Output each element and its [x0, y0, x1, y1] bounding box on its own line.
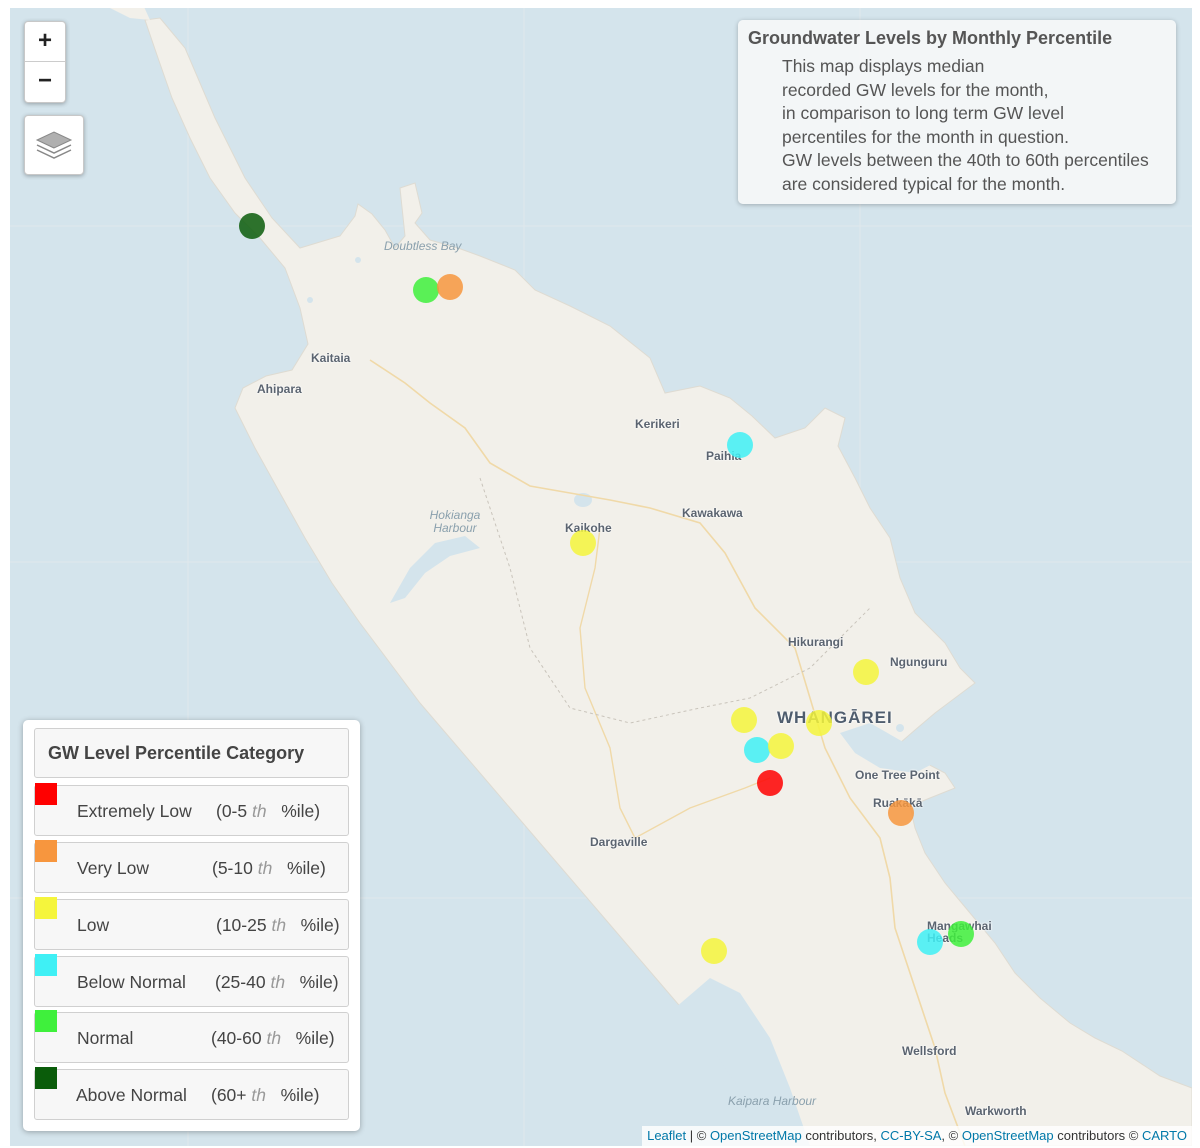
road-sh12: [579, 527, 636, 839]
legend-label: Below Normal: [77, 972, 186, 992]
osm-link[interactable]: OpenStreetMap: [709, 1128, 802, 1143]
legend-item: Above Normal (60+ th %ile): [34, 1067, 349, 1120]
legend-swatch: [35, 954, 57, 976]
water-label: Doubtless Bay: [384, 239, 462, 253]
info-line: are considered typical for the month.: [782, 173, 1066, 194]
site-marker[interactable]: [768, 733, 794, 759]
info-line: recorded GW levels for the month,: [782, 79, 1049, 100]
legend-swatch: [35, 897, 57, 919]
place-label: Warkworth: [965, 1104, 1027, 1118]
attribution-text: | ©: [686, 1128, 710, 1143]
legend-range: (10-25 th %ile): [216, 915, 340, 935]
attribution-text: contributors,: [801, 1128, 881, 1143]
site-marker[interactable]: [239, 213, 265, 239]
legend-item: Normal (40-60 th %ile): [34, 1010, 349, 1063]
legend-label: Extremely Low: [77, 801, 192, 821]
zoom-out-button[interactable]: −: [37, 67, 52, 94]
road-sh1: [369, 359, 966, 1146]
attribution-text: , ©: [941, 1128, 962, 1143]
leaflet-link[interactable]: Leaflet: [647, 1128, 687, 1143]
legend-range: (40-60 th %ile): [211, 1028, 335, 1048]
legend: GW Level Percentile Category Extremely L…: [23, 720, 360, 1131]
site-marker[interactable]: [701, 938, 727, 964]
place-label: One Tree Point: [855, 768, 940, 782]
land-northland: [144, 17, 1192, 1146]
legend-label: Above Normal: [76, 1085, 187, 1105]
info-line: percentiles for the month in question.: [782, 126, 1069, 147]
zoom-in-button[interactable]: +: [25, 22, 65, 62]
whangarei-harbour: [840, 723, 940, 773]
place-label: Ahipara: [257, 382, 302, 396]
legend-range: (60+ th %ile): [211, 1085, 320, 1105]
site-marker[interactable]: [731, 707, 757, 733]
place-label: Kawakawa: [682, 506, 743, 520]
place-label: Dargaville: [590, 835, 648, 849]
site-marker[interactable]: [757, 770, 783, 796]
kaipara-harbour: [675, 978, 810, 1146]
legend-item: Low (10-25 th %ile): [34, 897, 349, 950]
legend-swatch: [35, 1010, 57, 1032]
zoom-control: + −: [24, 21, 66, 103]
place-label: Hikurangi: [788, 635, 844, 649]
place-label: Ngunguru: [890, 655, 948, 669]
legend-title: GW Level Percentile Category: [34, 728, 349, 778]
attribution-text: contributors ©: [1053, 1128, 1142, 1143]
place-label: Kaitaia: [311, 351, 351, 365]
hokianga-harbour: [390, 536, 480, 603]
attribution: Leaflet | © OpenStreetMap contributors, …: [642, 1126, 1192, 1146]
site-marker[interactable]: [437, 274, 463, 300]
site-marker[interactable]: [888, 800, 914, 826]
water-label: Kaipara Harbour: [728, 1094, 817, 1108]
info-line: GW levels between the 40th to 60th perce…: [782, 150, 1149, 171]
legend-label: Normal: [77, 1028, 134, 1048]
legend-item: Extremely Low (0-5 th %ile): [34, 783, 349, 836]
place-label: Wellsford: [902, 1044, 957, 1058]
legend-label: Very Low: [77, 858, 149, 878]
legend-item: Very Low (5-10 th %ile): [34, 840, 349, 893]
site-marker[interactable]: [727, 432, 753, 458]
layers-button[interactable]: [24, 115, 84, 175]
district-boundary: [479, 477, 871, 724]
site-marker[interactable]: [413, 277, 439, 303]
site-marker[interactable]: [744, 737, 770, 763]
legend-swatch: [35, 783, 57, 805]
water-label: Hokianga Harbour: [429, 508, 481, 535]
license-link[interactable]: CC-BY-SA: [880, 1128, 942, 1143]
legend-swatch: [35, 1067, 57, 1089]
osm-link[interactable]: OpenStreetMap: [961, 1128, 1054, 1143]
info-line: in comparison to long term GW level: [782, 103, 1065, 124]
legend-swatch: [35, 840, 57, 862]
info-panel: Groundwater Levels by Monthly Percentile…: [738, 20, 1176, 204]
site-marker[interactable]: [570, 530, 596, 556]
land-north-tip: [110, 8, 150, 20]
site-marker[interactable]: [948, 921, 974, 947]
site-marker[interactable]: [853, 659, 879, 685]
carto-link[interactable]: CARTO: [1141, 1128, 1187, 1143]
legend-range: (5-10 th %ile): [212, 858, 326, 878]
info-title: Groundwater Levels by Monthly Percentile: [748, 28, 1113, 48]
place-label: Kerikeri: [635, 417, 680, 431]
layers-icon: [35, 131, 73, 159]
legend-range: (0-5 th %ile): [216, 801, 321, 821]
legend-label: Low: [77, 915, 110, 935]
site-marker[interactable]: [917, 929, 943, 955]
info-line: This map displays median: [782, 56, 985, 76]
legend-item: Below Normal (25-40 th %ile): [34, 954, 349, 1007]
place-label-city: WHANGĀREI: [777, 708, 893, 727]
legend-range: (25-40 th %ile): [215, 972, 339, 992]
site-marker[interactable]: [806, 710, 832, 736]
